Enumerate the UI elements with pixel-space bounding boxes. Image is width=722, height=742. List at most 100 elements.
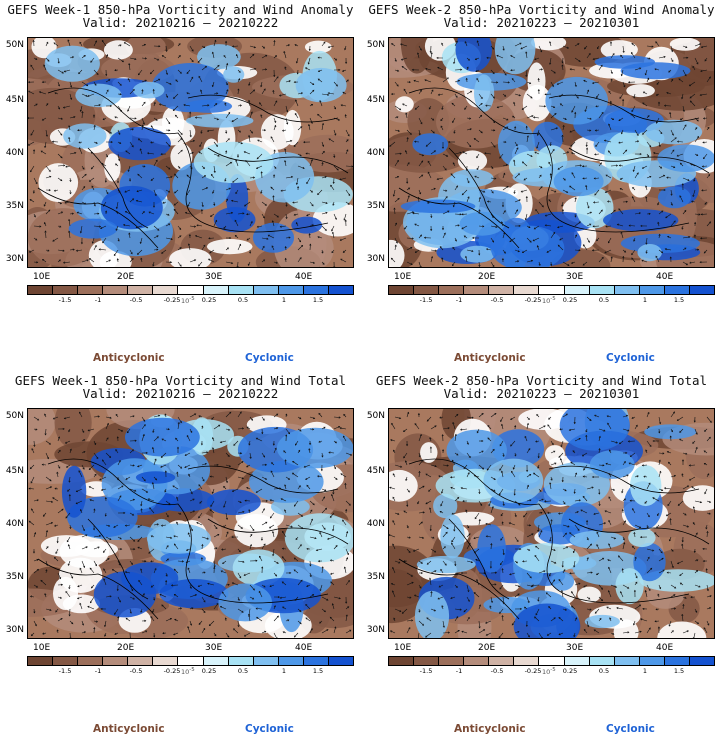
wind-arrow-head bbox=[587, 625, 590, 628]
wind-arrow bbox=[526, 153, 533, 157]
wind-arrow bbox=[526, 572, 532, 579]
wind-arrow bbox=[189, 225, 196, 227]
wind-arrow-head bbox=[323, 426, 326, 429]
wind-arrow bbox=[706, 595, 712, 598]
wind-arrow-head bbox=[121, 429, 124, 432]
wind-arrow-head bbox=[45, 530, 49, 533]
wind-arrow bbox=[608, 520, 612, 526]
lon-label-40e: 40E bbox=[656, 643, 674, 653]
wind-arrow-head bbox=[480, 96, 483, 100]
wind-arrow-head bbox=[331, 251, 334, 254]
wind-arrow bbox=[694, 428, 698, 435]
cyclonic-shading bbox=[455, 38, 493, 72]
wind-arrow-head bbox=[150, 141, 153, 144]
wind-arrow-head bbox=[178, 166, 181, 169]
wind-arrow bbox=[340, 473, 347, 478]
wind-arrow bbox=[198, 261, 203, 267]
wind-arrow-head bbox=[589, 211, 593, 214]
wind-arrow bbox=[394, 608, 402, 612]
wind-arrow-head bbox=[219, 441, 222, 444]
wind-arrow bbox=[292, 461, 299, 466]
wind-arrow-head bbox=[520, 47, 523, 50]
wind-arrow bbox=[153, 117, 158, 121]
wind-arrow bbox=[476, 78, 480, 83]
wind-arrow-head bbox=[312, 503, 315, 506]
wind-arrow-head bbox=[293, 504, 296, 507]
coastline bbox=[548, 465, 700, 494]
wind-arrow bbox=[81, 546, 88, 550]
wind-arrow-head bbox=[396, 84, 399, 87]
wind-arrow-head bbox=[53, 556, 56, 559]
wind-arrow-head bbox=[586, 557, 589, 560]
wind-arrow bbox=[418, 620, 424, 626]
wind-arrow-head bbox=[246, 238, 249, 241]
wind-arrow bbox=[319, 584, 323, 591]
wind-arrow-head bbox=[283, 50, 286, 53]
wind-arrow bbox=[442, 427, 450, 430]
wind-arrow bbox=[580, 509, 588, 514]
wind-arrow-head bbox=[493, 489, 496, 492]
wind-arrow-head bbox=[417, 412, 421, 416]
wind-arrow-head bbox=[530, 585, 534, 588]
wind-arrow bbox=[582, 496, 588, 502]
cyclonic-shading bbox=[101, 458, 168, 511]
wind-arrow bbox=[232, 582, 239, 586]
wind-arrow-head bbox=[248, 134, 251, 138]
lat-label-40n: 40N bbox=[5, 148, 24, 158]
wind-arrow-head bbox=[660, 132, 663, 135]
wind-arrow-head bbox=[50, 522, 54, 525]
wind-arrow-head bbox=[334, 107, 336, 110]
wind-arrow-head bbox=[169, 618, 173, 620]
wind-arrow bbox=[513, 160, 516, 167]
wind-arrow bbox=[213, 560, 216, 567]
wind-arrow bbox=[81, 631, 86, 634]
wind-arrow bbox=[430, 591, 432, 598]
wind-arrow-head bbox=[463, 467, 466, 470]
wind-arrow bbox=[502, 500, 505, 506]
wind-arrow-head bbox=[299, 417, 302, 420]
wind-arrow bbox=[233, 628, 239, 634]
wind-arrow-head bbox=[262, 46, 266, 49]
cyclonic-shading bbox=[545, 76, 608, 125]
wind-arrow bbox=[394, 416, 401, 419]
wind-arrow-head bbox=[625, 200, 628, 203]
wind-arrow bbox=[526, 115, 534, 119]
wind-arrow bbox=[454, 434, 457, 442]
wind-arrow-head bbox=[679, 430, 682, 433]
wind-arrow bbox=[321, 141, 324, 147]
wind-arrow bbox=[438, 93, 444, 96]
neutral-shading bbox=[304, 40, 332, 54]
wind-arrow-head bbox=[298, 485, 301, 488]
wind-arrow-head bbox=[53, 42, 56, 45]
wind-arrow bbox=[273, 572, 277, 577]
wind-arrow bbox=[620, 232, 624, 239]
colorbar-tick: -0.5 bbox=[490, 296, 504, 304]
wind-arrow-head bbox=[311, 224, 314, 227]
wind-arrow-head bbox=[636, 475, 639, 478]
colorbar-scale-label: 10-5 bbox=[181, 667, 195, 676]
wind-arrow-head bbox=[571, 605, 574, 608]
wind-arrow bbox=[586, 237, 590, 243]
wind-arrow-head bbox=[487, 437, 490, 440]
wind-arrow-head bbox=[158, 45, 161, 48]
wind-arrow-head bbox=[72, 248, 75, 251]
cyclonic-shading bbox=[206, 489, 261, 516]
lon-label-20e: 20E bbox=[478, 643, 496, 653]
wind-arrow-head bbox=[471, 416, 474, 419]
wind-arrow bbox=[562, 64, 564, 71]
wind-arrow bbox=[569, 185, 576, 191]
wind-arrow-head bbox=[661, 251, 664, 254]
wind-arrow-head bbox=[108, 259, 111, 262]
wind-arrow bbox=[136, 189, 143, 192]
wind-arrow-head bbox=[516, 539, 519, 542]
wind-arrow bbox=[225, 632, 230, 638]
wind-arrow-head bbox=[622, 538, 625, 541]
wind-arrow bbox=[522, 560, 528, 562]
wind-arrow bbox=[562, 151, 569, 155]
wind-arrow bbox=[129, 499, 135, 502]
wind-arrow bbox=[296, 222, 299, 227]
wind-arrow-head bbox=[94, 442, 97, 446]
colorbar-scale-exponent: -5 bbox=[189, 667, 195, 673]
wind-arrow-head bbox=[221, 591, 224, 594]
wind-arrow-head bbox=[510, 418, 513, 420]
